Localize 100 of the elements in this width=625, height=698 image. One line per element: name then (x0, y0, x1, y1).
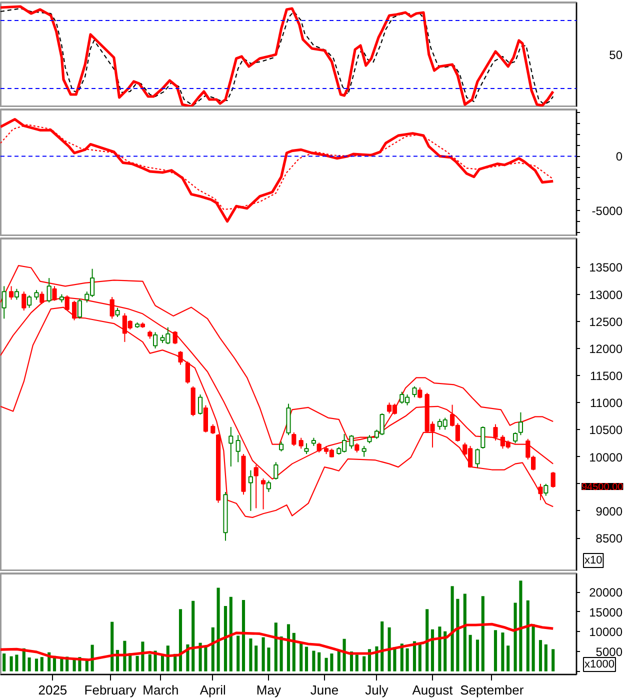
y-tick-label: 9000 (596, 504, 623, 518)
bar (249, 638, 252, 672)
candlestick (236, 434, 240, 463)
candlestick (9, 286, 14, 300)
bar (526, 600, 530, 672)
bar (292, 632, 296, 672)
x-tick-label: September (460, 682, 524, 698)
bar (216, 588, 220, 672)
bar (412, 641, 416, 672)
bar (544, 644, 548, 672)
candlestick (493, 424, 498, 442)
x-tick-label: February (84, 682, 137, 698)
bar (204, 646, 208, 672)
candlestick (185, 360, 190, 384)
line-series (0, 622, 554, 662)
candlestick (178, 350, 183, 366)
candlestick (274, 462, 278, 480)
bar (494, 630, 498, 672)
bar (324, 658, 328, 672)
y-tick-label: 8500 (596, 532, 623, 546)
candlestick (538, 483, 543, 501)
bar (211, 627, 214, 672)
y-tick-label: 15000 (589, 605, 623, 620)
bar (430, 629, 434, 672)
text: x1000 (584, 658, 614, 670)
y-tick-label: 10000 (589, 450, 623, 464)
x-tick-label: March (142, 682, 179, 698)
y-tick-label: 13000 (589, 288, 623, 302)
candlestick (513, 432, 518, 444)
y-tick-label: 12500 (589, 314, 623, 329)
candlestick (77, 298, 82, 320)
candlestick (22, 291, 26, 312)
bar (254, 646, 258, 672)
candlestick (203, 404, 208, 433)
y-tick-label: 11500 (590, 369, 623, 384)
bar (236, 636, 240, 672)
candlestick (412, 386, 417, 398)
candlestick (261, 478, 266, 510)
bar (538, 640, 542, 672)
bar (40, 657, 44, 672)
bar (280, 636, 283, 672)
y-tick-label: 13500 (589, 260, 623, 275)
bar (110, 622, 114, 672)
bar (60, 658, 64, 672)
bar (362, 656, 366, 672)
bar (28, 657, 31, 672)
bar (337, 650, 340, 672)
candlestick (480, 426, 486, 450)
bar (229, 596, 232, 672)
text: 50 (609, 48, 623, 62)
bar (506, 646, 510, 672)
bar (286, 624, 290, 672)
candlestick (210, 424, 216, 435)
bar (34, 658, 38, 672)
x-tick-label: May (256, 682, 282, 698)
bar (532, 624, 535, 672)
bar (463, 594, 466, 672)
candlestick (304, 442, 309, 455)
candlestick (550, 471, 556, 488)
text: x10 (584, 554, 602, 566)
x-tick-label: June (310, 682, 339, 698)
bar (318, 652, 321, 672)
bar (274, 622, 278, 672)
y-tick-label: 0 (616, 150, 623, 164)
candlestick (248, 470, 253, 512)
bar (166, 646, 170, 672)
bar (380, 621, 384, 672)
bar (224, 606, 228, 672)
candlestick (2, 286, 6, 320)
y-tick-label: 20000 (589, 586, 623, 600)
candlestick (266, 480, 271, 492)
bar (141, 642, 144, 672)
bar (468, 634, 472, 672)
bar (501, 632, 504, 672)
y-tick-label: -5000 (592, 204, 623, 218)
bar (136, 656, 139, 672)
bar (123, 640, 126, 672)
bar (444, 631, 447, 672)
candlestick (518, 412, 523, 436)
x-tick-label: July (365, 682, 389, 698)
candlestick (475, 448, 480, 468)
bar (192, 600, 195, 672)
candlestick (349, 434, 354, 450)
candlestick (279, 441, 284, 452)
bar (519, 580, 522, 672)
bar (15, 654, 18, 672)
candlestick (46, 278, 52, 303)
bar (312, 650, 316, 672)
bar (476, 640, 480, 672)
bar (160, 655, 164, 672)
x-tick-label: 2025 (38, 682, 68, 698)
candlestick (34, 289, 39, 300)
bar (10, 656, 13, 672)
bar (242, 600, 246, 672)
candlestick (172, 330, 178, 345)
candlestick (27, 294, 32, 308)
bar (481, 596, 484, 672)
candlestick (544, 483, 548, 496)
bar (552, 649, 555, 672)
bar (330, 654, 334, 672)
